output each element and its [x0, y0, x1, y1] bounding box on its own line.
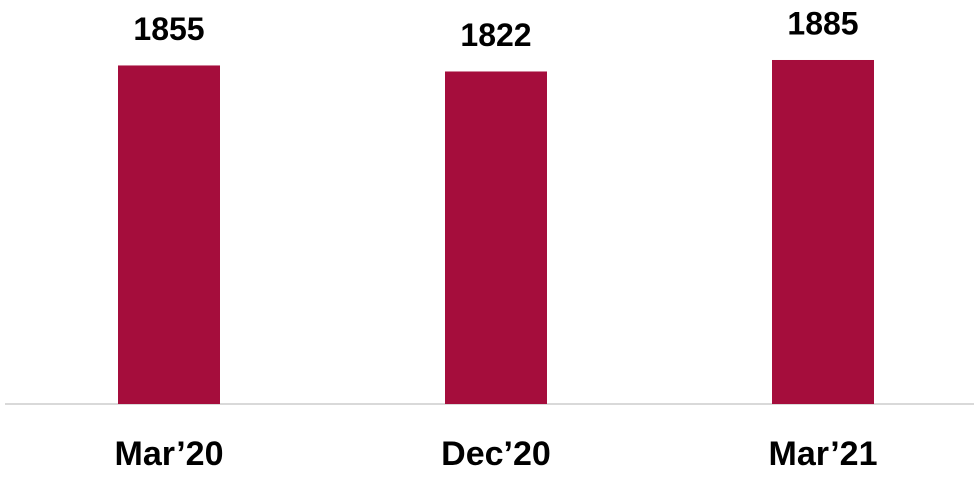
bar: [772, 59, 874, 405]
bar: [118, 65, 220, 405]
x-tick-label: Mar’21: [769, 435, 878, 473]
value-label: 1855: [133, 11, 204, 47]
value-label: 1885: [787, 5, 858, 41]
value-label: 1822: [460, 17, 531, 53]
x-tick-label: Mar’20: [115, 435, 224, 473]
x-tick-label: Dec’20: [441, 435, 551, 473]
bar: [445, 71, 547, 405]
